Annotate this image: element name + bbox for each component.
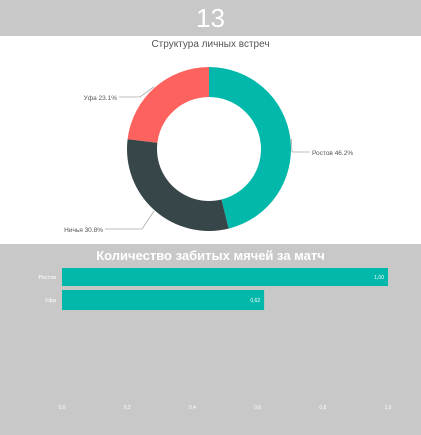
bar-chart-title: Количество забитых мячей за матч (96, 248, 325, 263)
donut-data-label-2: Уфа 23.1% (84, 95, 118, 102)
donut-slice-1 (127, 139, 229, 231)
bar-category-label-0: Ростов (38, 275, 56, 281)
donut-chart-title: Структура личных встреч (151, 39, 270, 50)
donut-slice-0 (209, 67, 291, 229)
donut-data-label-0: Ростов 46.2% (312, 150, 353, 157)
donut-data-label-1: Ничья 30.8% (64, 227, 103, 234)
x-tick-label-0: 0,0 (59, 405, 66, 411)
kpi-banner: 13 (0, 0, 421, 36)
bar-category-label-1: Уфа (45, 298, 57, 304)
donut-leader-line-2 (119, 86, 155, 98)
donut-leader-line-1 (105, 210, 155, 230)
bar-0 (62, 268, 388, 286)
donut-leader-line-0 (290, 138, 310, 153)
x-tick-label-5: 1,0 (385, 405, 392, 411)
bar-1 (62, 290, 265, 310)
donut-slice-2 (127, 67, 209, 143)
x-tick-label-1: 0,2 (124, 405, 131, 411)
x-tick-label-3: 0,6 (254, 405, 261, 411)
bar-value-label-1: 0,62 (250, 298, 260, 304)
x-tick-label-4: 0,8 (319, 405, 326, 411)
x-tick-label-2: 0,4 (189, 405, 196, 411)
donut-chart: Ростов 46.2% Ничья 30.8% Уфа 23.1% (64, 67, 353, 234)
bar-value-label-0: 1,00 (374, 275, 384, 281)
kpi-value: 13 (196, 3, 225, 33)
